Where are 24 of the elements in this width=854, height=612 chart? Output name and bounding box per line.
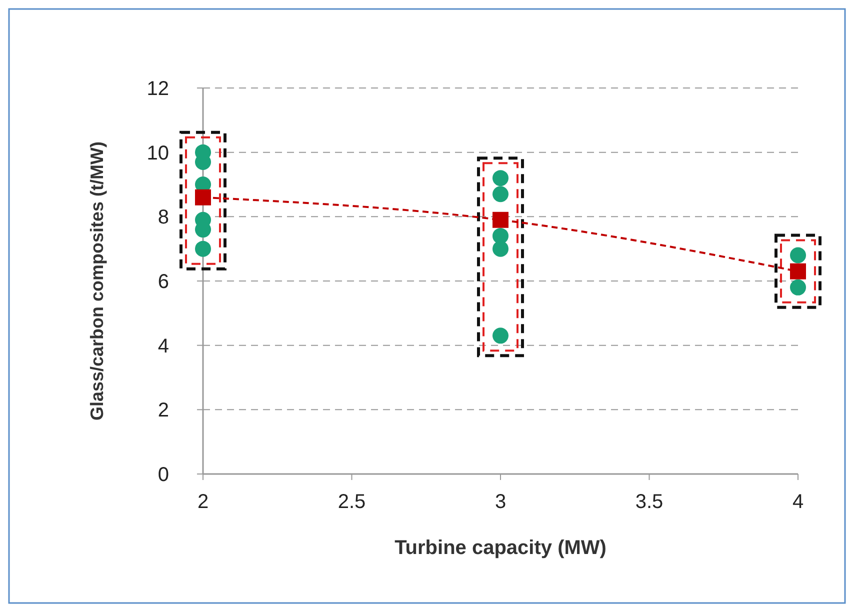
point [492,212,508,228]
x-tick-label: 2 [197,491,209,513]
x-tick-label: 2.5 [338,491,366,513]
x-tick-label: 4 [792,491,804,513]
y-tick-label: 4 [158,335,169,358]
y-tick-label: 10 [146,142,169,164]
point [492,328,508,344]
y-tick-label: 2 [158,400,169,422]
y-tick-label: 6 [158,271,169,293]
x-tick-label: 3.5 [635,491,664,513]
y-tick-label: 0 [158,464,169,486]
point [492,170,508,186]
y-axis-title: Glass/carbon composites (t/MW) [87,141,107,421]
point [790,247,806,264]
point [492,228,508,244]
x-axis-title: Turbine capacity (MW) [394,537,606,559]
point [195,189,211,206]
point [492,186,508,202]
point [195,240,211,257]
x-tick-label: 3 [494,491,506,513]
point [790,279,806,296]
point [492,240,508,257]
y-tick-label: 8 [158,206,169,229]
y-tick-label: 12 [146,78,169,100]
